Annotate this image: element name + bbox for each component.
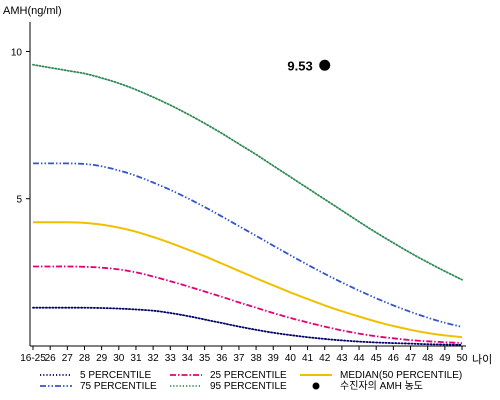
x-tick-label: 37 — [233, 353, 245, 364]
patient-amh-label: 9.53 — [287, 58, 312, 73]
series-line-0 — [32, 306, 463, 346]
y-axis-title: AMH(ng/ml) — [3, 5, 62, 17]
x-tick-label: 34 — [182, 353, 194, 364]
legend-label-5: 수진자의 AMH 농도 — [340, 380, 423, 392]
x-tick-label: 43 — [336, 353, 348, 364]
x-tick-label: 41 — [302, 353, 314, 364]
x-tick-label: 40 — [285, 353, 297, 364]
x-tick-label: 35 — [199, 353, 211, 364]
series-line-2 — [33, 221, 463, 339]
legend-label-0: 5 PERCENTILE — [80, 370, 151, 381]
x-tick-label: 32 — [148, 353, 160, 364]
x-tick-label: 29 — [96, 353, 108, 364]
x-tick-label: 31 — [130, 353, 142, 364]
patient-amh-point — [319, 59, 331, 71]
legend-label-1: 25 PERCENTILE — [210, 370, 287, 381]
y-tick-label: 10 — [11, 47, 23, 58]
x-tick-label: 46 — [388, 353, 400, 364]
x-tick-label: 16-25 — [20, 353, 46, 364]
x-axis-title: 나이 — [472, 353, 492, 366]
legend-swatch-5 — [312, 382, 320, 390]
legend: 5 PERCENTILE 25 PERCENTILE MEDIAN(50 PERCE… — [40, 370, 462, 392]
legend-label-4: 95 PERCENTILE — [210, 381, 287, 392]
series-line-4 — [32, 63, 463, 281]
points-layer: 9.53 — [287, 58, 331, 73]
x-tick-label: 39 — [268, 353, 280, 364]
series-layer — [32, 63, 463, 346]
x-tick-label: 49 — [439, 353, 451, 364]
x-tick-label: 44 — [353, 353, 365, 364]
x-tick-label: 48 — [422, 353, 434, 364]
x-tick-label: 45 — [371, 353, 383, 364]
x-tick-label: 28 — [79, 353, 91, 364]
legend-label-2: MEDIAN(50 PERCENTILE) — [340, 370, 462, 381]
x-tick-label: 30 — [113, 353, 125, 364]
x-tick-label: 26 — [45, 353, 57, 364]
legend-label-3: 75 PERCENTILE — [80, 381, 157, 392]
y-tick-label: 5 — [16, 195, 22, 206]
x-tick-label: 38 — [251, 353, 263, 364]
x-tick-label: 50 — [456, 353, 468, 364]
x-tick-label: 47 — [405, 353, 417, 364]
x-tick-label: 27 — [62, 353, 74, 364]
series-line-3 — [33, 162, 463, 328]
x-tick-label: 33 — [165, 353, 177, 364]
x-tick-label: 36 — [216, 353, 228, 364]
series-line-1 — [33, 265, 463, 344]
x-tick-label: 42 — [319, 353, 331, 364]
